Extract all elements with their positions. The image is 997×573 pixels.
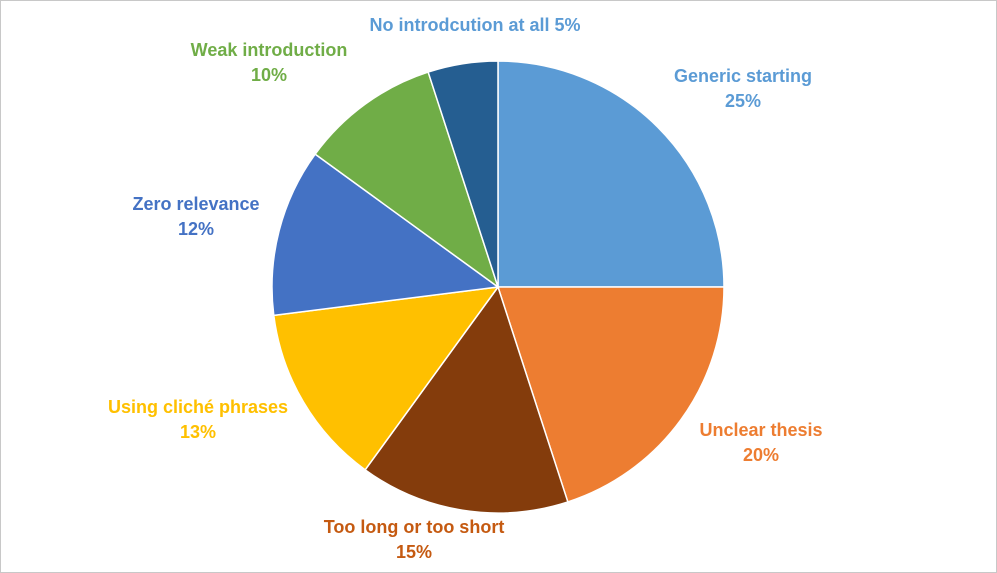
slice-percent-using-clich-phrases: 13%	[180, 422, 216, 442]
slice-label-weak-introduction: Weak introduction	[191, 40, 348, 60]
slice-percent-too-long-or-too-short: 15%	[396, 542, 432, 562]
pie-slice-weak-introduction	[314, 71, 499, 288]
slice-label-unclear-thesis: Unclear thesis	[699, 420, 822, 440]
slice-percent: 5%	[554, 15, 580, 35]
pie-slice-using-clich-phrases	[273, 286, 499, 471]
slice-percent-unclear-thesis: 20%	[743, 445, 779, 465]
pie-slice-no-introdcution-at-all	[427, 60, 499, 288]
slice-label-no-introdcution-at-all: No introdcution at all 5%	[369, 15, 580, 35]
slice-percent-weak-introduction: 10%	[251, 65, 287, 85]
pie-slice-zero-relevance	[271, 153, 499, 317]
pie-slice-too-long-or-too-short	[364, 286, 569, 514]
pie-slices	[271, 60, 725, 514]
slice-label-zero-relevance: Zero relevance	[132, 194, 259, 214]
pie-slice-generic-starting	[497, 60, 725, 288]
pie-labels: Generic starting 25% Unclear thesis 20% Too …	[108, 15, 823, 562]
slice-percent-generic-starting: 25%	[725, 91, 761, 111]
slice-label-generic-starting: Generic starting	[674, 66, 812, 86]
slice-percent-zero-relevance: 12%	[178, 219, 214, 239]
pie-slice-unclear-thesis	[497, 286, 725, 503]
slice-label-using-clich-phrases: Using cliché phrases	[108, 397, 288, 417]
slice-name: No introdcution at all	[369, 15, 554, 35]
slice-label-too-long-or-too-short: Too long or too short	[324, 517, 505, 537]
